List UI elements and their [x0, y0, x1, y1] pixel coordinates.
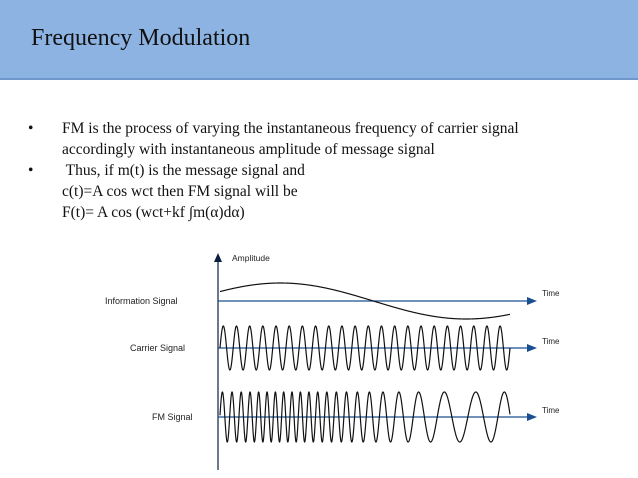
fm-axis: Time FM Signal [152, 406, 560, 422]
bullet-line: Thus, if m(t) is the message signal and [62, 162, 305, 179]
fm-signal-label: FM Signal [152, 412, 193, 422]
amplitude-label: Amplitude [232, 253, 270, 263]
equation-line: c(t)=A cos wct then FM signal will be [62, 183, 298, 200]
information-axis: Time Information Signal [105, 289, 560, 306]
slide-title: Frequency Modulation [31, 25, 251, 51]
fm-diagram: Amplitude Time Information Signal Time C… [105, 253, 560, 470]
information-signal-label: Information Signal [105, 296, 178, 306]
bullet-marker: • [28, 162, 34, 179]
time-label: Time [542, 289, 560, 298]
fm-waveform [219, 391, 511, 443]
time-label: Time [542, 406, 560, 415]
carrier-axis: Time Carrier Signal [130, 337, 560, 353]
time-axis-arrow [527, 344, 537, 352]
title-bar: Frequency Modulation [0, 0, 638, 80]
time-axis-arrow [527, 297, 537, 305]
equation-line: F(t)= A cos (wct+kf ∫m(α)dα) [62, 204, 245, 221]
amplitude-axis-arrow [214, 253, 222, 262]
bullet-line: FM is the process of varying the instant… [62, 120, 519, 137]
bullet-item: • Thus, if m(t) is the message signal an… [28, 160, 618, 181]
information-waveform [219, 282, 511, 320]
bullet-marker: • [28, 120, 34, 137]
bullet-item: • FM is the process of varying the insta… [28, 118, 618, 160]
bullet-line: accordingly with instantaneous amplitude… [62, 141, 435, 158]
time-label: Time [542, 337, 560, 346]
carrier-waveform [219, 325, 511, 371]
slide-content: • FM is the process of varying the insta… [28, 118, 618, 223]
time-axis-arrow [527, 413, 537, 421]
carrier-signal-label: Carrier Signal [130, 343, 185, 353]
